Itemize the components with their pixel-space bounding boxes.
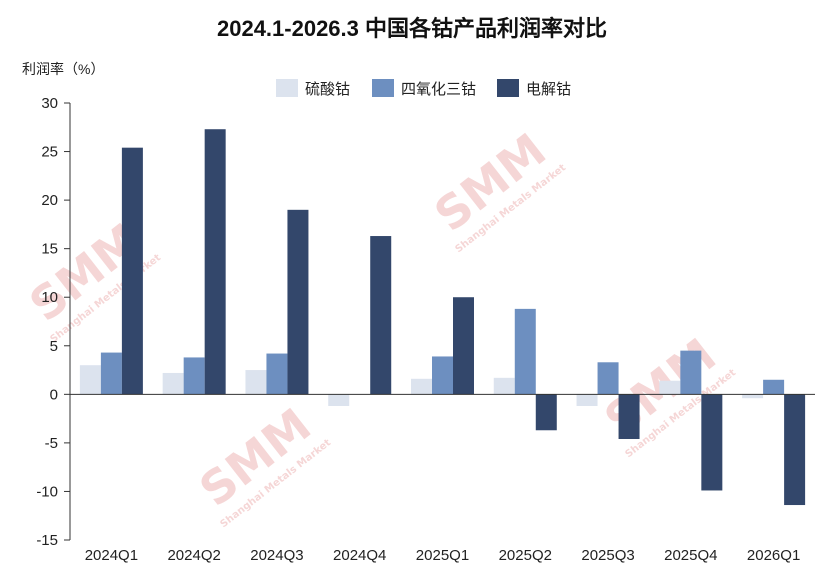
bar-2025Q2-四氧化三钴 <box>514 308 536 395</box>
y-tick-label: 5 <box>50 338 58 355</box>
bar-2025Q1-四氧化三钴 <box>432 356 453 395</box>
legend: 硫酸钴 四氧化三钴 电解钴 <box>276 79 571 98</box>
bar-2025Q1-硫酸钴 <box>411 378 432 395</box>
legend-label: 电解钴 <box>526 81 571 98</box>
chart-title: 2024.1-2026.3 中国各钴产品利润率对比 <box>217 16 607 41</box>
bar-2024Q3-硫酸钴 <box>245 370 267 395</box>
bars <box>79 129 806 506</box>
x-axis-categories: 2024Q1 2024Q2 2024Q3 2024Q4 2025Q1 2025Q2 2025… <box>85 547 801 564</box>
bar-2026Q1-电解钴 <box>784 394 806 506</box>
bar-2025Q4-硫酸钴 <box>659 380 681 395</box>
x-category-label: 2024Q1 <box>85 547 138 564</box>
bar-2026Q1-四氧化三钴 <box>763 379 785 395</box>
bar-2024Q1-电解钴 <box>121 147 143 395</box>
x-category-label: 2024Q2 <box>167 547 220 564</box>
x-category-label: 2025Q4 <box>664 547 717 564</box>
legend-label: 四氧化三钴 <box>401 81 476 98</box>
y-axis-label: 利润率（%） <box>22 61 104 77</box>
y-tick-label: -10 <box>36 483 58 500</box>
bar-2026Q1-硫酸钴 <box>742 394 764 399</box>
bar-2024Q3-四氧化三钴 <box>266 353 288 395</box>
y-tick-label: 20 <box>41 192 58 209</box>
bar-2024Q1-硫酸钴 <box>79 365 101 395</box>
y-tick-label: 25 <box>41 144 58 161</box>
y-tick-label: 15 <box>41 241 58 258</box>
x-category-label: 2025Q2 <box>499 547 552 564</box>
y-tick-label: -15 <box>36 532 58 549</box>
bar-2024Q2-四氧化三钴 <box>183 357 205 395</box>
bar-2025Q3-电解钴 <box>618 394 640 440</box>
legend-swatch <box>276 79 298 97</box>
bar-2025Q2-电解钴 <box>535 394 557 431</box>
x-category-label: 2025Q3 <box>581 547 634 564</box>
legend-swatch <box>497 79 519 97</box>
x-category-label: 2024Q3 <box>250 547 303 564</box>
legend-label: 硫酸钴 <box>305 81 350 98</box>
bar-2024Q2-电解钴 <box>204 129 226 395</box>
bar-2024Q2-硫酸钴 <box>162 372 184 395</box>
y-tick-label: -5 <box>45 435 58 452</box>
bar-2024Q4-电解钴 <box>370 236 392 395</box>
bar-2025Q3-硫酸钴 <box>576 394 598 406</box>
y-tick-label: 30 <box>41 95 58 112</box>
y-axis-ticks: 30 25 20 15 10 5 0 -5 -10 -15 <box>36 95 70 549</box>
x-category-label: 2024Q4 <box>333 547 386 564</box>
y-tick-label: 0 <box>50 386 58 403</box>
bar-2024Q4-硫酸钴 <box>328 394 350 406</box>
bar-2025Q3-四氧化三钴 <box>597 362 619 395</box>
bar-2025Q2-硫酸钴 <box>493 377 515 395</box>
bar-2024Q1-四氧化三钴 <box>100 352 122 395</box>
x-category-label: 2026Q1 <box>747 547 800 564</box>
bar-2025Q1-电解钴 <box>453 297 474 395</box>
x-category-label: 2025Q1 <box>416 547 469 564</box>
bar-2025Q4-电解钴 <box>701 394 723 491</box>
legend-swatch <box>372 79 394 97</box>
bar-2024Q3-电解钴 <box>287 209 309 395</box>
bar-2025Q4-四氧化三钴 <box>680 350 702 395</box>
y-tick-label: 10 <box>41 289 58 306</box>
